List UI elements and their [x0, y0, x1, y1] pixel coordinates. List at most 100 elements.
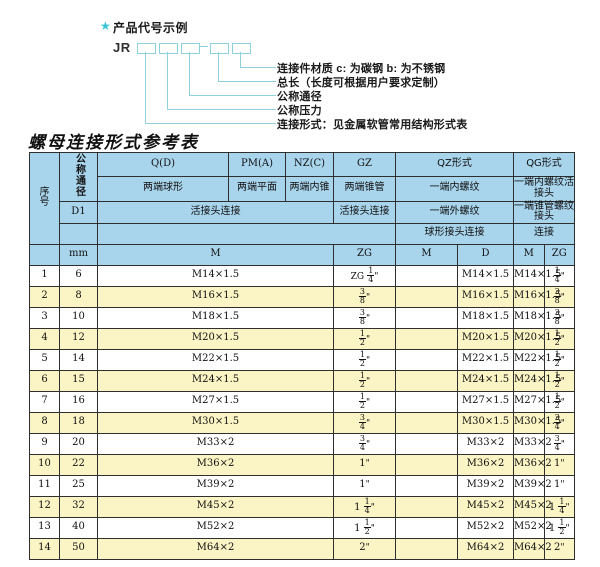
group-desc-4: 两端锥管	[333, 175, 396, 202]
cell-qg-m: M14×1.5	[513, 264, 561, 287]
table-row: 8 18 M30×1.5 3 4 " M30×1.5 M30×1.5 3 4 "	[29, 411, 575, 434]
cell-qz-m	[395, 264, 458, 287]
table-row: 4 12 M20×1.5 1 2 " M20×1.5 M20×1.5 1 2 "	[29, 327, 575, 350]
cell-qz-d: M20×1.5	[456, 327, 515, 350]
unit-header-4: D	[456, 243, 515, 266]
cell-qz-m	[395, 516, 458, 539]
cell-gz-thread: 1 1 4 "	[333, 495, 396, 518]
band4-bore-spacer	[59, 222, 98, 245]
code-note-bore: 公称通径	[277, 91, 322, 103]
cell-gz-thread: 3 8 "	[333, 306, 396, 329]
table-row: 6 15 M24×1.5 1 2 " M24×1.5 M24×1.5 1 2 "	[29, 369, 575, 392]
cell-qg-zg: 3 4 "	[543, 411, 575, 434]
cell-gz-thread: 1 2 "	[333, 390, 396, 413]
page-title: 螺母连接形式参考表	[28, 133, 199, 153]
table-row: 11 25 M39×2 1" M39×2 M39×2 1"	[29, 474, 575, 497]
cell-qz-m	[395, 327, 458, 350]
unit-header-1: M	[97, 243, 334, 266]
band3-cell-1: 活接头连接	[97, 200, 334, 224]
band3-cell-4: 一端锥管螺纹接头	[513, 200, 575, 224]
cell-qg-m: M20×1.5	[513, 327, 561, 350]
cell-index: 4	[29, 327, 60, 350]
leader-line-h-2	[167, 109, 276, 111]
leader-line-v-1	[145, 52, 147, 124]
cell-m-thread: M22×1.5	[97, 348, 334, 371]
table-row: 5 14 M22×1.5 1 2 " M22×1.5 M22×1.5 1 2 "	[29, 348, 575, 371]
leader-line-v-3	[189, 52, 191, 96]
cell-qz-m	[395, 495, 458, 518]
cell-qg-m: M30×1.5	[513, 411, 561, 434]
table-row: 7 16 M27×1.5 1 2 " M27×1.5 M27×1.5 1 2 "	[29, 390, 575, 413]
cell-qg-zg: 3 8 "	[543, 285, 575, 308]
table-header-row-band4: 球形接头连接 连接	[30, 222, 575, 245]
cell-index: 2	[29, 285, 60, 308]
code-note-material: 连接件材质 c: 为碳钢 b: 为不锈钢	[277, 63, 446, 75]
cell-qz-d: M27×1.5	[456, 390, 515, 413]
band3-cell-3: 一端外螺纹	[394, 200, 515, 224]
band4-cell-1	[97, 222, 396, 245]
leader-line-h-4	[218, 81, 276, 83]
table-row: 13 40 M52×2 1 1 2 " M52×2 M52×2 1 1 2 "	[29, 516, 575, 539]
group-desc-5: 一端内螺纹	[394, 175, 515, 202]
table-header-row-codes: 序号公称通径 Q(D) PM(A) NZ(C) GZ QZ形式 QG形式	[29, 152, 575, 245]
cell-qg-zg: 1 2 "	[543, 327, 575, 350]
cell-m-thread: M18×1.5	[97, 306, 334, 329]
cell-qg-m: M64×2	[513, 537, 552, 560]
cell-qz-m	[395, 285, 458, 308]
cell-qz-m	[395, 474, 458, 497]
cell-index: 13	[29, 516, 60, 539]
code-note-length: 总长（长度可根据用户要求定制）	[277, 77, 445, 89]
cell-gz-thread: 1"	[333, 474, 396, 497]
group-header-1: Q(D)	[97, 152, 229, 177]
cell-m-thread: M33×2	[97, 432, 334, 455]
col-header-bore-unit: mm	[59, 243, 98, 266]
code-box-5	[232, 43, 251, 54]
cell-qg-zg: 1"	[543, 453, 575, 476]
group-header-6: QG形式	[513, 152, 575, 177]
cell-qz-m	[395, 348, 458, 371]
cell-gz-thread: ZG 1 4 "	[333, 264, 396, 287]
cell-gz-thread: 1 2 "	[333, 327, 396, 350]
cell-bore: 8	[59, 285, 98, 308]
cell-gz-thread: 3 8 "	[333, 285, 396, 308]
table-row: 12 32 M45×2 1 1 4 " M45×2 M45×2 1 1 4 "	[29, 495, 575, 518]
group-desc-2: 两端平面	[228, 175, 286, 202]
cell-m-thread: M14×1.5	[97, 264, 334, 287]
cell-index: 14	[29, 537, 60, 560]
cell-index: 11	[29, 474, 60, 497]
cell-qg-zg: 1 4 "	[543, 264, 575, 287]
cell-qz-m	[395, 432, 458, 455]
cell-qg-zg: 2"	[543, 537, 575, 560]
table-header-row-desc: 两端球形 两端平面 两端内锥 两端锥管 一端内螺纹 一端内螺纹活接头	[30, 175, 575, 202]
cell-qg-m: M36×2	[513, 453, 552, 476]
cell-index: 6	[29, 369, 60, 392]
cell-qg-m: M45×2	[513, 495, 552, 518]
cell-m-thread: M64×2	[97, 537, 334, 560]
leader-line-v-4	[218, 52, 220, 82]
leader-line-v-2	[167, 52, 169, 110]
table-row: 3 10 M18×1.5 3 8 " M18×1.5 M18×1.5 3 8 "	[29, 306, 575, 329]
group-header-3: NZ(C)	[285, 152, 334, 177]
cell-qg-zg: 3 4 "	[543, 432, 575, 455]
product-code-prefix: JR	[113, 40, 131, 55]
cell-bore: 15	[59, 369, 98, 392]
cell-qz-d: M24×1.5	[456, 369, 515, 392]
table-header-row-units: mm M ZG M D M ZG	[29, 243, 575, 266]
table-row: 2 8 M16×1.5 3 8 " M16×1.5 M16×1.5 3 8 "	[29, 285, 575, 308]
cell-qg-m: M33×2	[513, 432, 552, 455]
cell-qg-zg: 1 2 "	[543, 390, 575, 413]
cell-gz-thread: 3 4 "	[333, 432, 396, 455]
cell-qg-m: M27×1.5	[513, 390, 561, 413]
cell-qg-m: M24×1.5	[513, 369, 561, 392]
cell-bore: 50	[59, 537, 98, 560]
code-separator-dash	[199, 46, 208, 48]
cell-qg-m: M16×1.5	[513, 285, 561, 308]
cell-bore: 6	[59, 264, 98, 287]
cell-index: 9	[29, 432, 60, 455]
table-row: 14 50 M64×2 2" M64×2 M64×2 2"	[29, 537, 575, 560]
nut-connection-reference-table: 序号公称通径 Q(D) PM(A) NZ(C) GZ QZ形式 QG形式 两端球形 两端平面 两端…	[29, 152, 575, 560]
code-note-pressure: 公称压力	[277, 105, 322, 117]
cell-qg-m: M18×1.5	[513, 306, 561, 329]
group-desc-6: 一端内螺纹活接头	[513, 175, 575, 202]
product-code-title: 产品代号示例	[113, 21, 189, 35]
